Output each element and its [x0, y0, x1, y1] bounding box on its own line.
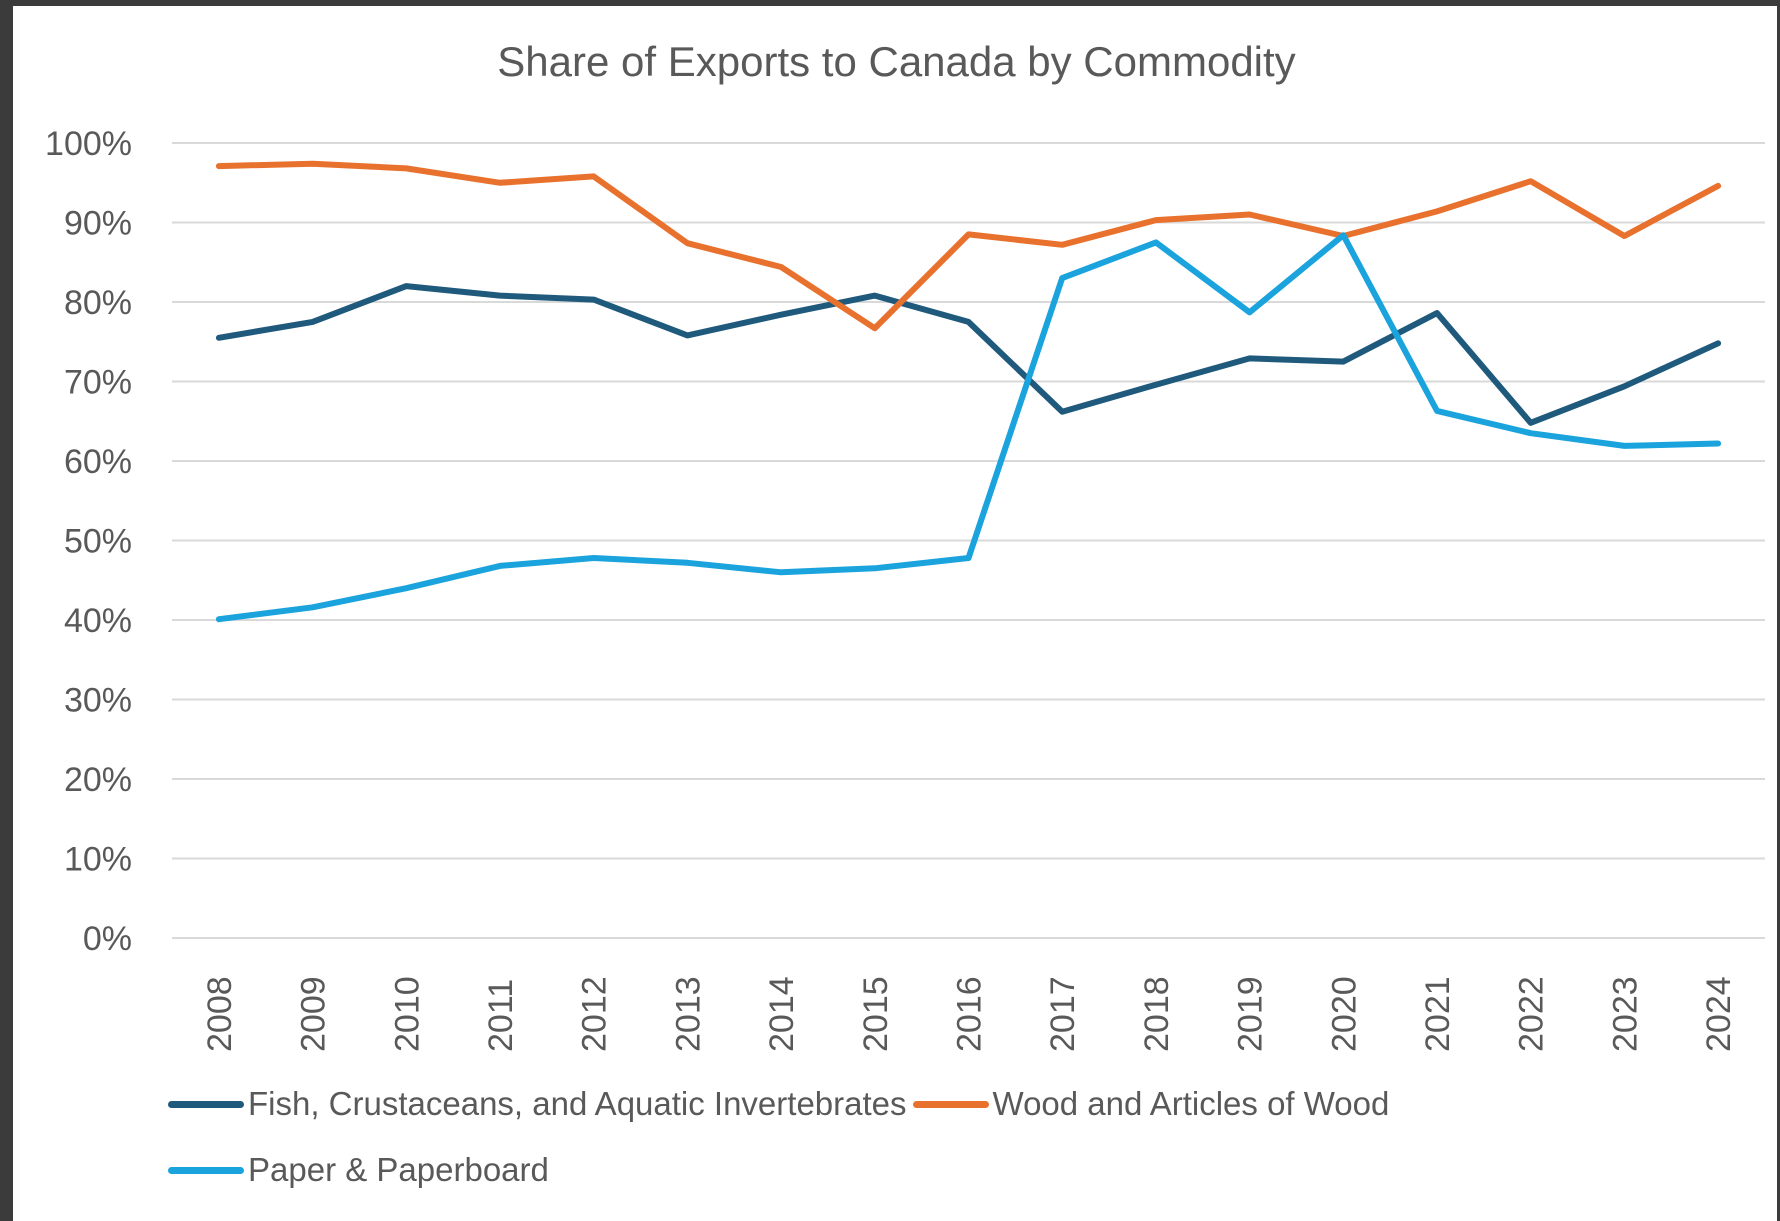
y-tick-label: 40%	[64, 602, 132, 640]
x-tick-label: 2024	[1700, 976, 1738, 1052]
legend-swatch-paper	[168, 1166, 244, 1174]
y-tick-label: 0%	[83, 920, 132, 958]
series-line-0	[215, 283, 1722, 426]
legend-item-paper: Paper & Paperboard	[168, 1151, 549, 1189]
x-tick-label: 2012	[576, 976, 614, 1052]
x-tick-label: 2008	[201, 976, 239, 1052]
window-frame-top	[0, 0, 1780, 6]
y-tick-label: 100%	[45, 125, 132, 163]
x-axis-ticks: 2008 2009 2010 2011 2012 2013 2014 2015 2016 2017…	[201, 976, 1738, 1052]
x-tick-label: 2022	[1513, 976, 1551, 1052]
x-tick-label: 2017	[1044, 976, 1082, 1052]
y-tick-label: 50%	[64, 523, 132, 561]
chart-title: Share of Exports to Canada by Commodity	[497, 38, 1296, 85]
legend-label-wood: Wood and Articles of Wood	[992, 1085, 1390, 1122]
legend-swatch-fish	[168, 1100, 244, 1108]
x-tick-label: 2014	[763, 976, 801, 1052]
x-tick-label: 2011	[482, 979, 520, 1052]
legend-label-paper: Paper & Paperboard	[248, 1151, 549, 1188]
x-tick-label: 2010	[388, 976, 426, 1052]
x-tick-label: 2019	[1232, 976, 1270, 1052]
y-tick-label: 90%	[64, 205, 132, 243]
legend-label-fish: Fish, Crustaceans, and Aquatic Invertebr…	[248, 1085, 907, 1122]
y-tick-label: 30%	[64, 682, 132, 720]
legend-item-wood: Wood and Articles of Wood	[912, 1085, 1390, 1123]
y-tick-label: 70%	[64, 364, 132, 402]
legend-row-1: Fish, Crustaceans, and Aquatic Invertebr…	[168, 1082, 1488, 1126]
y-axis-ticks: 0% 10% 20% 30% 40% 50% 60% 70% 80% 90% 100%	[45, 125, 132, 958]
x-tick-label: 2023	[1606, 976, 1644, 1052]
series-line-2	[215, 232, 1722, 623]
window-frame-left	[0, 0, 13, 1221]
x-tick-label: 2013	[669, 976, 707, 1052]
x-tick-label: 2015	[857, 976, 895, 1052]
legend-item-fish: Fish, Crustaceans, and Aquatic Invertebr…	[168, 1085, 907, 1123]
x-tick-label: 2009	[295, 976, 333, 1052]
grid-lines	[172, 142, 1765, 939]
y-tick-label: 10%	[64, 841, 132, 879]
x-tick-label: 2016	[951, 976, 989, 1052]
x-tick-label: 2020	[1325, 976, 1363, 1052]
series-lines	[215, 160, 1722, 623]
legend: Fish, Crustaceans, and Aquatic Invertebr…	[168, 1082, 1488, 1214]
y-tick-label: 20%	[64, 761, 132, 799]
y-tick-label: 80%	[64, 284, 132, 322]
window-frame-right	[1777, 0, 1780, 1221]
x-tick-label: 2018	[1138, 976, 1176, 1052]
series-line-1	[215, 160, 1722, 332]
y-tick-label: 60%	[64, 443, 132, 481]
legend-swatch-wood	[912, 1100, 989, 1108]
line-chart: 0%10%20%30%40%50%60%70%80%90%100% 2008 20…	[45, 125, 1765, 1052]
x-tick-label: 2021	[1419, 976, 1457, 1052]
legend-row-2: Paper & Paperboard	[168, 1148, 1488, 1192]
